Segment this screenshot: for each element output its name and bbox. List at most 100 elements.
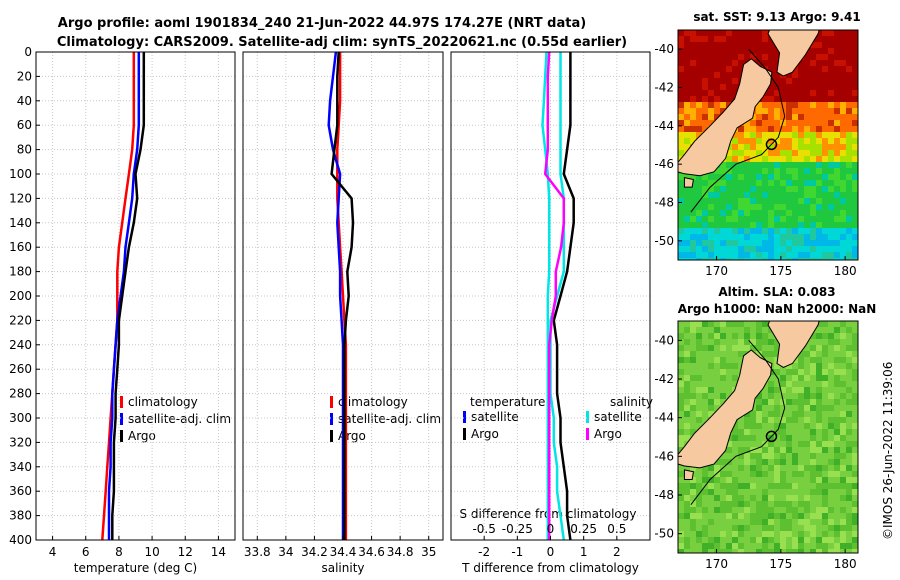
- map-cell: [840, 168, 847, 175]
- map-cell: [816, 549, 823, 553]
- map-cell: [846, 132, 853, 139]
- map-cell: [804, 162, 811, 169]
- map-cell: [750, 531, 757, 538]
- y-tick-label: -42: [654, 81, 674, 95]
- map-cell: [828, 162, 835, 169]
- map-cell: [798, 60, 805, 67]
- map-cell: [720, 168, 727, 175]
- map-cell: [828, 399, 835, 406]
- map-cell: [822, 60, 829, 67]
- map-cell: [792, 144, 799, 151]
- map-cell: [708, 66, 715, 73]
- map-cell: [816, 411, 823, 418]
- map-cell: [696, 102, 703, 109]
- map-cell: [756, 126, 763, 133]
- map-cell: [720, 66, 727, 73]
- map-cell: [714, 531, 721, 538]
- map-cell: [786, 180, 793, 187]
- map-cell: [834, 363, 841, 370]
- map-cell: [684, 501, 691, 508]
- map-cell: [738, 174, 745, 181]
- map-cell: [804, 345, 811, 352]
- map-cell: [714, 180, 721, 187]
- map-cell: [816, 423, 823, 430]
- map-cell: [834, 495, 841, 502]
- map-cell: [810, 48, 817, 55]
- map-cell: [786, 417, 793, 424]
- map-cell: [756, 351, 763, 358]
- map-cell: [720, 345, 727, 352]
- map-cell: [762, 477, 769, 484]
- map-cell: [840, 96, 847, 103]
- map-cell: [768, 258, 775, 260]
- map-cell: [846, 519, 853, 526]
- map-cell: [690, 252, 697, 259]
- map-cell: [750, 54, 757, 61]
- map-cell: [708, 102, 715, 109]
- map-cell: [726, 369, 733, 376]
- map-cell: [804, 138, 811, 145]
- map-cell: [840, 321, 847, 328]
- map-cell: [702, 42, 709, 49]
- legend-label-satellite: satellite-adj. clim: [338, 412, 441, 426]
- map-cell: [810, 525, 817, 532]
- map-cell: [744, 54, 751, 61]
- map-cell: [846, 501, 853, 508]
- map-cell: [678, 519, 685, 526]
- map-cell: [828, 429, 835, 436]
- map-cell: [804, 204, 811, 211]
- map-cell: [810, 339, 817, 346]
- map-cell: [798, 483, 805, 490]
- map-cell: [822, 48, 829, 55]
- map-cell: [774, 96, 781, 103]
- map-cell: [804, 471, 811, 478]
- map-cell: [780, 234, 787, 241]
- sla-map-axes: [677, 320, 859, 554]
- map-cell: [714, 66, 721, 73]
- map-cell: [714, 30, 721, 37]
- map-cell: [678, 222, 685, 229]
- map-cell: [774, 144, 781, 151]
- map-cell: [762, 495, 769, 502]
- map-cell: [708, 549, 715, 553]
- map-cell: [816, 66, 823, 73]
- map-cell: [750, 435, 757, 442]
- map-cell: [732, 216, 739, 223]
- series-line-t-satellite: [549, 52, 566, 541]
- map-cell: [696, 363, 703, 370]
- map-cell: [828, 345, 835, 352]
- map-cell: [810, 465, 817, 472]
- map-cell: [792, 537, 799, 544]
- map-cell: [744, 531, 751, 538]
- map-cell: [732, 513, 739, 520]
- map-cell: [810, 204, 817, 211]
- map-cell: [846, 447, 853, 454]
- map-cell: [744, 339, 751, 346]
- map-cell: [792, 90, 799, 97]
- map-cell: [720, 60, 727, 67]
- map-cell: [798, 150, 805, 157]
- map-cell: [834, 252, 841, 259]
- map-cell: [714, 501, 721, 508]
- map-cell: [726, 363, 733, 370]
- map-cell: [702, 405, 709, 412]
- map-cell: [840, 387, 847, 394]
- map-cell: [810, 543, 817, 550]
- map-cell: [702, 66, 709, 73]
- map-cell: [684, 192, 691, 199]
- map-cell: [816, 363, 823, 370]
- map-cell: [840, 483, 847, 490]
- map-cell: [744, 246, 751, 253]
- map-cell: [732, 489, 739, 496]
- map-cell: [798, 168, 805, 175]
- map-cell: [702, 339, 709, 346]
- map-cell: [798, 465, 805, 472]
- map-cell: [726, 375, 733, 382]
- map-cell: [840, 525, 847, 532]
- map-cell: [702, 357, 709, 364]
- map-cell: [750, 483, 757, 490]
- map-cell: [696, 513, 703, 520]
- map-cell: [750, 216, 757, 223]
- map-cell: [828, 465, 835, 472]
- map-cell: [792, 531, 799, 538]
